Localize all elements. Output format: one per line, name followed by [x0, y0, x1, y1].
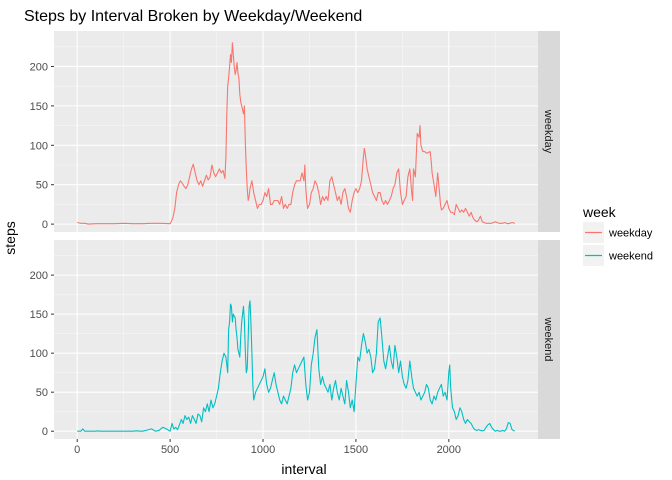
y-tick-label: 50 [36, 387, 48, 399]
x-tick-label: 500 [161, 444, 179, 456]
legend-label: weekend [608, 251, 653, 263]
legend-title: week [582, 204, 617, 220]
y-tick-label: 150 [30, 309, 48, 321]
y-axis-title: steps [2, 221, 18, 254]
y-tick-label: 200 [30, 61, 48, 73]
y-tick-label: 150 [30, 101, 48, 113]
legend-label: weekday [608, 228, 653, 240]
y-tick-label: 0 [42, 426, 48, 438]
y-tick-label: 0 [42, 219, 48, 231]
chart-title: Steps by Interval Broken by Weekday/Week… [24, 8, 362, 25]
y-tick-label: 100 [30, 348, 48, 360]
y-tick-label: 200 [30, 270, 48, 282]
x-axis-title: interval [281, 461, 326, 477]
x-tick-label: 1000 [251, 444, 275, 456]
legend: week weekday weekend [582, 204, 653, 266]
series-line-weekday [77, 42, 515, 225]
legend-item-weekend: weekend [583, 245, 653, 266]
panel-background [54, 31, 538, 232]
facet-panels: 0 50 100 150 200 weekday 0 50 100 150 200 weekend 0 5… [30, 31, 560, 456]
facet-strip-label: weekday [542, 109, 554, 154]
x-tick-label: 1500 [344, 444, 368, 456]
panel-weekend: 0 50 100 150 200 weekend [30, 240, 560, 439]
x-tick-label: 0 [74, 444, 80, 456]
panel-background [54, 240, 538, 439]
y-tick-label: 50 [36, 180, 48, 192]
legend-item-weekday: weekday [583, 222, 653, 243]
y-tick-label: 100 [30, 140, 48, 152]
facet-strip [538, 240, 560, 439]
series-line-weekend [77, 300, 516, 432]
x-tick-label: 2000 [437, 444, 461, 456]
facet-strip [538, 31, 560, 232]
facet-strip-label: weekend [542, 316, 554, 361]
panel-weekday: 0 50 100 150 200 weekday [30, 31, 560, 232]
